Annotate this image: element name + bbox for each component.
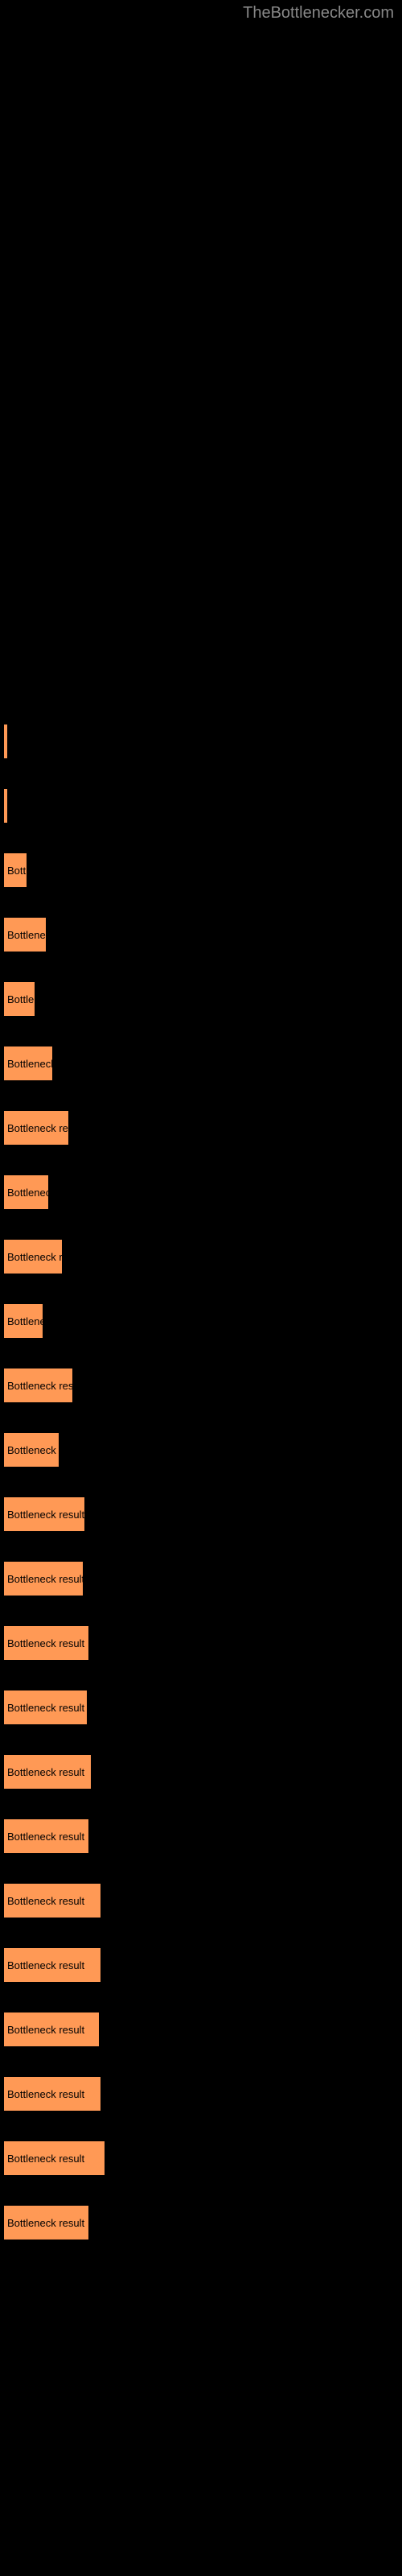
bar-label: Bottleneck result xyxy=(7,2153,84,2165)
chart-bar: Bottlenec xyxy=(4,1304,43,1338)
bar-label: Bottleneck result xyxy=(7,1702,84,1714)
chart-bar: Bottleneck result xyxy=(4,2077,100,2111)
bar-label: Bottleneck resu xyxy=(7,1380,72,1392)
bar-label: Bottleneck result xyxy=(7,1637,84,1649)
chart-bar xyxy=(4,789,7,823)
chart-bar: Bottleneck result xyxy=(4,1884,100,1918)
chart-bar: Bottleneck result xyxy=(4,1948,100,1982)
chart-bar: Bottleneck r xyxy=(4,1046,52,1080)
bar-label: Bottleneck xyxy=(7,1187,48,1199)
chart-bar: Bottler xyxy=(4,982,35,1016)
bar-label: Bottleneck result xyxy=(7,2217,84,2229)
bar-label: Bottlenec xyxy=(7,1315,43,1327)
chart-bar: Bottleneck res xyxy=(4,1111,68,1145)
chart-bar: Bottleneck result xyxy=(4,1819,88,1853)
chart-bar: Bottleneck re xyxy=(4,1240,62,1274)
bar-label: Bottl xyxy=(7,865,27,877)
chart-bar: Bottleneck result xyxy=(4,1755,91,1789)
chart-bar: Bottleneck xyxy=(4,918,46,952)
chart-bar: Bottleneck result xyxy=(4,2206,88,2240)
chart-bar: Bottleneck result xyxy=(4,1562,83,1596)
bar-label: Bottleneck result xyxy=(7,1509,84,1521)
chart-bar: Bottleneck r xyxy=(4,1433,59,1467)
bar-label: Bottleneck result xyxy=(7,1895,84,1907)
bar-label: Bottleneck result xyxy=(7,1766,84,1778)
bar-label: Bottleneck result xyxy=(7,1959,84,1971)
bar-label: Bottleneck r xyxy=(7,1058,52,1070)
bar-label: Bottleneck result xyxy=(7,1831,84,1843)
chart-bar xyxy=(4,724,7,758)
bar-label: Bottleneck result xyxy=(7,2088,84,2100)
bar-label: Bottleneck result xyxy=(7,2024,84,2036)
chart-bar: Bottleneck xyxy=(4,1175,48,1209)
chart-bar: Bottleneck result xyxy=(4,2141,105,2175)
chart-bar: Bottleneck result xyxy=(4,2013,99,2046)
chart-bar: Bottleneck result xyxy=(4,1690,87,1724)
bar-label: Bottleneck r xyxy=(7,1444,59,1456)
bar-label: Bottleneck res xyxy=(7,1122,68,1134)
chart-bar: Bottleneck result xyxy=(4,1626,88,1660)
bar-label: Bottler xyxy=(7,993,35,1005)
chart-bar: Bottleneck resu xyxy=(4,1368,72,1402)
chart-bar: Bottleneck result xyxy=(4,1497,84,1531)
bar-label: Bottleneck re xyxy=(7,1251,62,1263)
bar-label: Bottleneck xyxy=(7,929,46,941)
bar-chart: Bottl Bottleneck Bottler Bottleneck r Bottle… xyxy=(0,0,402,2240)
bar-label: Bottleneck result xyxy=(7,1573,83,1585)
chart-bar: Bottl xyxy=(4,853,27,887)
